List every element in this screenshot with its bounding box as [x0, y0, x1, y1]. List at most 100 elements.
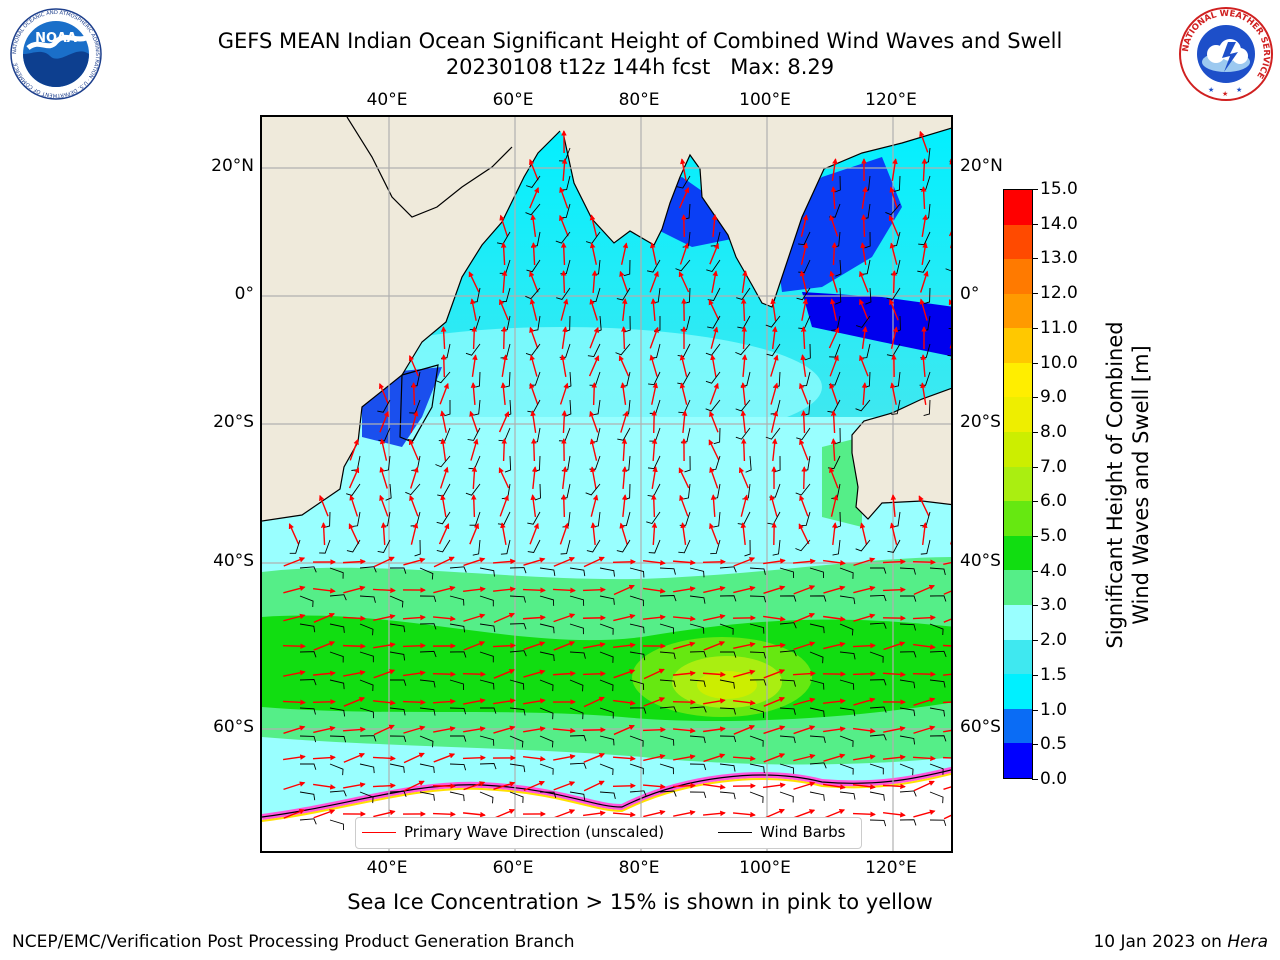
wind-barb	[839, 651, 856, 660]
map-legend: Primary Wave Direction (unscaled) Wind B…	[355, 817, 862, 849]
wave-direction-arrow	[439, 466, 449, 489]
wind-barb	[795, 539, 811, 552]
wave-direction-arrow	[432, 811, 456, 818]
wind-barb	[899, 707, 916, 717]
wave-direction-arrow	[348, 467, 360, 489]
wave-direction-arrow	[771, 438, 778, 462]
wind-barb	[629, 679, 645, 690]
lat-label-right-0: 0°	[960, 284, 980, 304]
wave-direction-arrow	[793, 781, 816, 790]
wave-direction-arrow	[559, 214, 569, 237]
map-area[interactable]	[260, 115, 953, 853]
wind-barb	[779, 567, 795, 578]
wind-barb	[444, 399, 451, 417]
wind-barb	[719, 566, 737, 573]
wind-barb	[504, 455, 512, 473]
wind-barb	[299, 763, 317, 770]
wind-barb	[419, 679, 436, 688]
wave-direction-arrow	[523, 557, 546, 566]
wind-barb	[629, 651, 646, 661]
wind-barb	[719, 651, 737, 658]
wind-barb	[689, 763, 707, 771]
wave-direction-arrow	[831, 522, 838, 546]
wave-direction-arrow	[912, 671, 936, 677]
wave-direction-arrow	[529, 158, 539, 181]
wave-direction-arrow	[561, 158, 568, 182]
wave-direction-arrow	[312, 754, 336, 761]
wave-direction-arrow	[829, 298, 837, 321]
wave-direction-arrow	[672, 670, 696, 677]
wind-barb	[855, 539, 871, 552]
wave-direction-arrow	[918, 495, 930, 517]
colorbar-tick-label: 6.0	[1031, 491, 1068, 512]
wave-direction-arrow	[763, 782, 786, 789]
wind-barb	[569, 651, 586, 659]
wave-direction-arrow	[861, 326, 868, 349]
wind-barb	[796, 287, 811, 301]
wave-direction-arrow	[440, 494, 447, 517]
wind-barb	[479, 763, 497, 770]
lon-label-top-40e: 40°E	[366, 90, 408, 110]
wave-direction-arrow	[732, 699, 756, 706]
wave-direction-arrow	[672, 615, 696, 622]
wave-direction-arrow	[313, 809, 336, 819]
wave-direction-arrow	[621, 298, 628, 322]
wave-direction-arrow	[433, 726, 456, 733]
wind-barb	[684, 455, 691, 473]
wave-direction-arrow	[823, 783, 846, 790]
wind-barb	[509, 707, 526, 716]
wind-barb	[834, 427, 841, 445]
wind-barb	[299, 566, 317, 573]
wind-barb	[299, 623, 316, 633]
wind-barb	[585, 483, 601, 496]
wave-direction-arrow	[708, 299, 720, 321]
wind-barb	[779, 735, 796, 744]
wave-direction-arrow	[283, 670, 306, 677]
wave-direction-arrow	[703, 613, 726, 621]
colorbar-segment	[1004, 224, 1032, 260]
wave-direction-arrow	[643, 697, 666, 707]
wind-barb	[389, 567, 407, 574]
wave-direction-arrow	[673, 641, 696, 650]
wind-barb	[809, 595, 827, 602]
wind-barb	[678, 539, 691, 554]
wave-direction-arrow	[853, 613, 876, 622]
wave-direction-arrow	[493, 698, 516, 705]
wave-direction-arrow	[679, 242, 689, 265]
wind-barb	[899, 623, 917, 631]
wind-barb	[809, 679, 825, 690]
wave-direction-arrow	[889, 186, 898, 209]
wave-direction-arrow	[492, 558, 516, 565]
wind-barb	[749, 567, 766, 575]
wave-direction-arrow	[621, 494, 628, 518]
colorbar-tick-label: 10.0	[1032, 352, 1078, 373]
wind-barb	[449, 623, 466, 633]
wind-barb	[565, 399, 572, 417]
wave-direction-arrow	[702, 671, 726, 678]
wind-barb	[329, 567, 344, 579]
wave-direction-arrow	[410, 522, 419, 545]
wave-direction-arrow	[529, 298, 538, 321]
colorbar-tick-label: 1.0	[1031, 699, 1068, 720]
wave-direction-arrow	[952, 495, 953, 517]
wind-barb	[539, 707, 554, 720]
wave-direction-arrow	[799, 494, 809, 517]
wind-barb	[705, 371, 721, 384]
wind-barb	[346, 539, 361, 553]
wave-direction-arrow	[882, 558, 906, 565]
wave-direction-arrow	[349, 494, 359, 517]
wave-direction-arrow	[462, 586, 486, 593]
wind-barb	[952, 512, 953, 527]
wave-direction-arrow	[828, 327, 840, 349]
wave-direction-arrow	[651, 410, 657, 434]
wind-barb	[832, 539, 841, 556]
wave-direction-swatch	[362, 831, 396, 833]
wave-direction-arrow	[921, 522, 928, 546]
wind-barb	[509, 595, 526, 603]
wave-direction-arrow	[741, 354, 748, 378]
nws-logo: NATIONAL WEATHER SERVICE ★ ★ ★	[1179, 7, 1273, 101]
wave-height-map	[262, 117, 953, 851]
wind-barb	[869, 594, 887, 602]
wind-barb	[449, 679, 465, 690]
wave-direction-arrow	[799, 438, 809, 461]
